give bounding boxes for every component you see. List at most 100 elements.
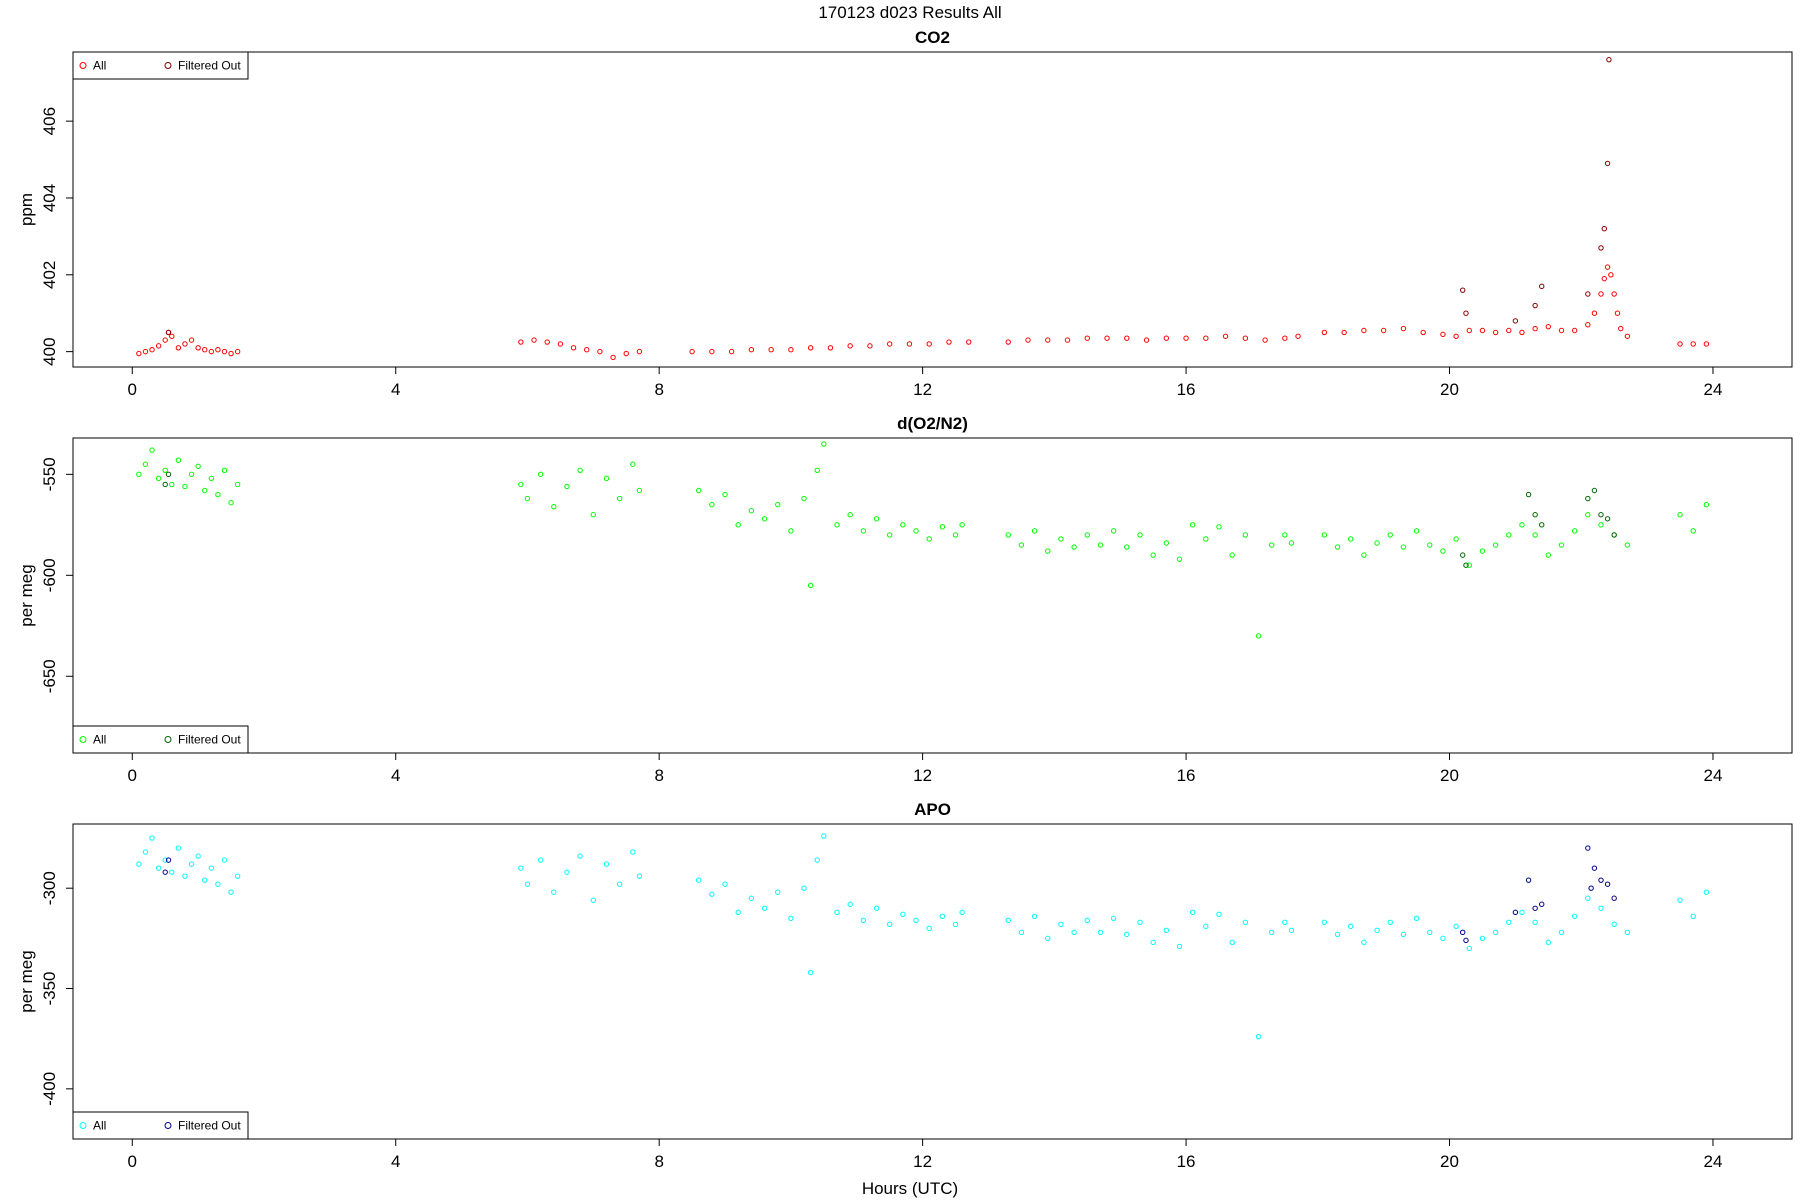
- apo-point-all: [821, 833, 827, 839]
- o2n2-point-all: [1374, 540, 1380, 546]
- o2n2-point-all: [1321, 532, 1328, 538]
- co2-point-all: [728, 348, 735, 355]
- apo-point-all: [913, 917, 919, 924]
- co2-series-all: [136, 264, 1710, 361]
- apo-x-tick-label: 24: [1704, 1152, 1723, 1171]
- o2n2-point-all: [860, 528, 867, 534]
- apo-point-all: [1058, 921, 1064, 928]
- o2n2-point-all: [834, 522, 840, 528]
- apo-x-tick-label: 16: [1177, 1152, 1196, 1171]
- apo-point-all: [847, 901, 853, 907]
- co2-point-all: [1677, 341, 1683, 347]
- apo-point-filtered: [1463, 937, 1469, 944]
- co2-point-all: [926, 341, 932, 347]
- co2-point-all: [847, 343, 853, 349]
- co2-x-tick-label: 0: [128, 380, 137, 399]
- apo-point-filtered: [1598, 877, 1604, 883]
- apo-point-all: [926, 925, 932, 932]
- o2n2-point-all: [537, 471, 544, 478]
- co2-point-all: [1295, 333, 1301, 339]
- o2n2-point-filtered: [1532, 512, 1538, 518]
- apo-point-all: [188, 861, 195, 867]
- o2n2-point-all: [234, 481, 241, 488]
- apo-point-all: [1163, 927, 1170, 934]
- apo-point-all: [175, 845, 182, 851]
- o2n2-point-all: [1005, 532, 1011, 538]
- apo-point-all: [1137, 919, 1143, 926]
- o2n2-point-all: [1677, 512, 1683, 518]
- co2-legend-label: Filtered Out: [178, 59, 241, 73]
- apo-panel-title: APO: [914, 800, 951, 819]
- apo-point-filtered: [1459, 929, 1466, 936]
- apo-point-all: [234, 873, 241, 879]
- co2-point-all: [636, 348, 643, 355]
- o2n2-point-all: [175, 457, 182, 463]
- co2-point-all: [188, 337, 195, 343]
- apo-point-all: [524, 881, 531, 887]
- apo-point-all: [1598, 905, 1604, 911]
- co2-point-all: [1604, 264, 1611, 270]
- o2n2-point-filtered: [165, 471, 172, 478]
- apo-point-all: [195, 853, 201, 859]
- apo-point-all: [1150, 939, 1156, 946]
- apo-point-all: [136, 861, 142, 867]
- apo-x-tick-label: 4: [391, 1152, 400, 1171]
- co2-point-all: [1519, 329, 1525, 336]
- o2n2-point-all: [1110, 528, 1117, 534]
- co2-point-all: [531, 337, 537, 343]
- o2n2-point-all: [807, 582, 814, 589]
- o2n2-point-filtered: [162, 481, 168, 488]
- apo-point-all: [886, 921, 893, 928]
- o2n2-point-all: [801, 495, 807, 502]
- o2n2-panel-title: d(O2/N2): [897, 414, 968, 433]
- o2n2-legend: All Filtered Out: [72, 725, 249, 754]
- co2-point-all: [1282, 335, 1288, 341]
- apo-series-filtered: [162, 845, 1617, 944]
- o2n2-point-all: [1400, 544, 1407, 550]
- o2n2-point-all: [788, 528, 794, 534]
- figure-title: 170123 d023 Results All: [818, 3, 1001, 22]
- apo-point-all: [149, 835, 155, 841]
- o2n2-point-all: [616, 495, 623, 502]
- o2n2-point-all: [182, 483, 188, 490]
- o2n2-point-all: [1703, 501, 1710, 508]
- apo-point-all: [202, 877, 208, 883]
- o2n2-point-all: [1018, 542, 1025, 548]
- apo-point-all: [1005, 917, 1011, 924]
- co2-point-all: [1005, 339, 1011, 345]
- co2-x-tick-label: 12: [913, 380, 932, 399]
- co2-point-all: [1242, 335, 1249, 341]
- co2-point-filtered: [1598, 245, 1604, 251]
- o2n2-point-all: [636, 487, 643, 494]
- o2n2-point-all: [735, 522, 741, 528]
- apo-point-all: [1288, 927, 1295, 934]
- co2-legend: All Filtered Out: [72, 51, 249, 80]
- co2-point-all: [623, 350, 629, 357]
- apo-point-all: [807, 969, 814, 976]
- apo-legend-box: [72, 1111, 249, 1140]
- o2n2-point-all: [1506, 532, 1512, 538]
- o2n2-point-all: [577, 467, 583, 474]
- o2n2-point-all: [169, 481, 175, 488]
- o2n2-x-tick-label: 0: [128, 766, 137, 785]
- co2-point-all: [1440, 331, 1446, 338]
- o2n2-point-all: [1216, 524, 1222, 530]
- co2-point-all: [1163, 335, 1170, 341]
- co2-point-all: [1466, 327, 1472, 334]
- o2n2-point-all: [1334, 544, 1341, 550]
- co2-point-all: [169, 333, 175, 339]
- co2-point-all: [1558, 327, 1565, 334]
- co2-point-all: [136, 350, 142, 357]
- o2n2-x-tick-label: 16: [1177, 766, 1196, 785]
- apo-point-all: [1690, 913, 1696, 919]
- co2-point-all: [1420, 329, 1426, 336]
- apo-point-all: [1361, 939, 1367, 946]
- apo-point-all: [1229, 939, 1235, 946]
- co2-point-all: [1361, 327, 1367, 334]
- co2-point-all: [155, 343, 162, 349]
- apo-point-all: [1466, 945, 1472, 952]
- apo-point-all: [1124, 931, 1130, 938]
- o2n2-point-all: [142, 461, 149, 467]
- o2n2-point-all: [913, 528, 919, 534]
- o2n2-point-all: [564, 483, 570, 490]
